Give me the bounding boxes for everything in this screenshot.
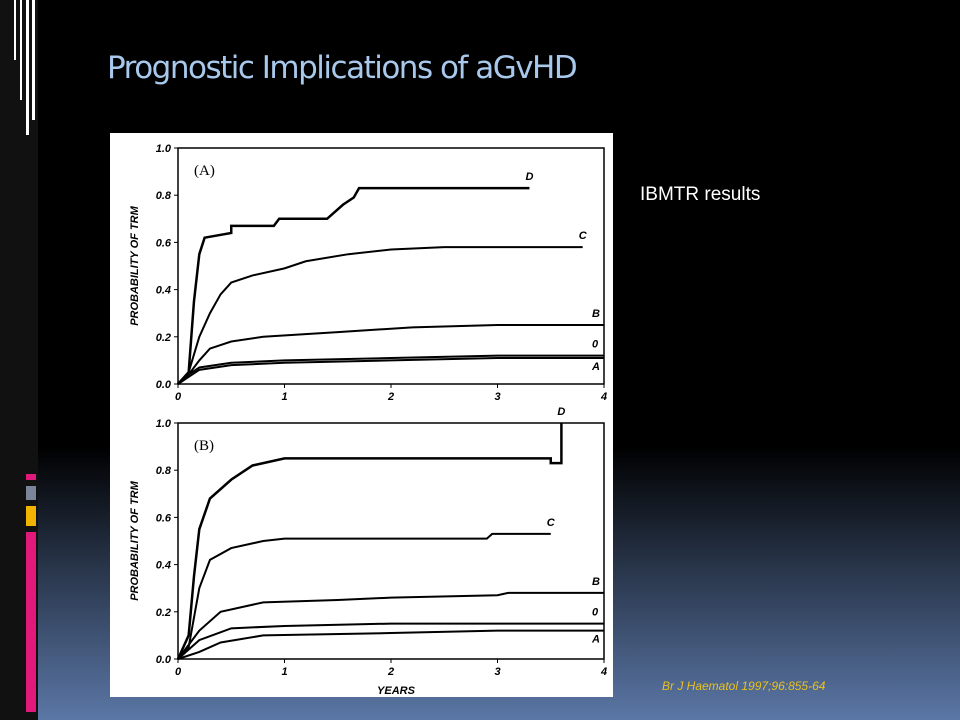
- curve: [176, 423, 563, 660]
- curve-label: 0: [592, 339, 599, 351]
- curve-label: A: [591, 634, 600, 646]
- figure: [110, 133, 613, 697]
- curve: [177, 357, 604, 385]
- curve: [177, 354, 604, 385]
- curve: [177, 532, 551, 660]
- curve-label: C: [547, 517, 556, 529]
- curve-label: B: [592, 308, 600, 320]
- curve: [177, 246, 583, 385]
- y-tick-label: 0.8: [156, 190, 172, 202]
- y-tick-label: 0.0: [156, 379, 172, 391]
- curve: [177, 324, 604, 385]
- y-tick-label: 1.0: [156, 418, 172, 430]
- curve-label: B: [592, 576, 600, 588]
- y-tick-label: 0.0: [156, 654, 172, 666]
- panel-label: (A): [194, 163, 215, 179]
- note: IBMTR results: [640, 184, 760, 205]
- curve-label: D: [557, 406, 565, 418]
- x-tick-label: 0: [175, 391, 182, 403]
- y-tick-label: 1.0: [156, 143, 172, 155]
- curve-label: 0: [592, 607, 599, 619]
- curve: [177, 186, 530, 385]
- curve-label: C: [579, 230, 588, 242]
- panel-label: (B): [194, 438, 214, 454]
- curve-label: A: [591, 361, 600, 373]
- x-tick-label: 4: [600, 666, 607, 678]
- y-tick-label: 0.4: [156, 560, 171, 572]
- slide-title: Prognostic Implications of aGvHD: [107, 50, 577, 86]
- x-tick-label: 1: [281, 666, 287, 678]
- x-tick-label: 4: [600, 391, 607, 403]
- citation: Br J Haematol 1997;96:855-64: [662, 679, 826, 693]
- y-tick-label: 0.6: [156, 237, 172, 249]
- curve: [177, 622, 604, 660]
- curve-label: D: [525, 171, 533, 183]
- x-tick-label: 1: [281, 391, 287, 403]
- y-tick-label: 0.2: [156, 332, 171, 344]
- curve: [177, 591, 604, 660]
- y-axis-label: PROBABILITY OF TRM: [129, 480, 141, 600]
- x-tick-label: 3: [494, 666, 500, 678]
- decor-lines: [14, 0, 35, 135]
- x-tick-label: 2: [387, 391, 394, 403]
- curve: [177, 629, 604, 660]
- x-tick-label: 2: [387, 666, 394, 678]
- y-tick-label: 0.2: [156, 607, 171, 619]
- x-axis-label: YEARS: [377, 685, 416, 697]
- x-tick-label: 0: [175, 666, 182, 678]
- y-axis-label: PROBABILITY OF TRM: [129, 205, 141, 325]
- x-tick-label: 3: [494, 391, 500, 403]
- decor-blocks: [26, 474, 36, 712]
- y-tick-label: 0.6: [156, 512, 172, 524]
- y-tick-label: 0.4: [156, 285, 171, 297]
- y-tick-label: 0.8: [156, 465, 172, 477]
